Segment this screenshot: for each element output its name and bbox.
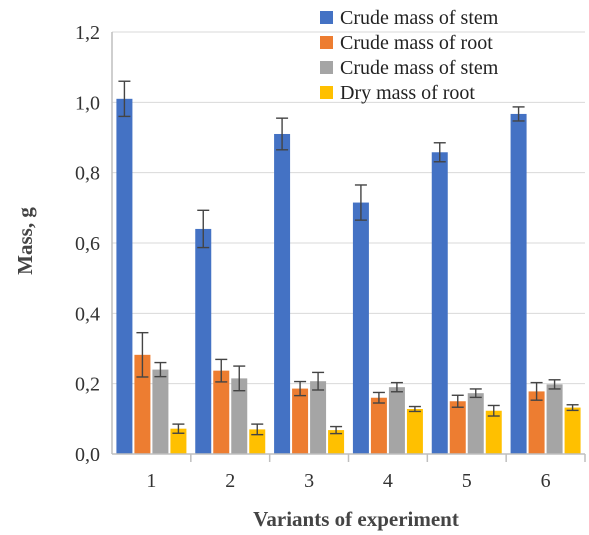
legend-swatch <box>320 61 333 74</box>
y-tick-labels: 0,0 0,2 0,4 0,6 0,8 1,0 1,2 <box>75 22 100 466</box>
error-bar <box>548 379 561 390</box>
error-bar <box>215 358 228 383</box>
legend-label: Crude mass of stem <box>340 7 499 29</box>
x-axis-title: Variants of experiment <box>253 507 459 531</box>
legend: Crude mass of stem Crude mass of root Crud… <box>320 7 499 104</box>
bar <box>564 407 581 454</box>
bar <box>370 397 387 454</box>
legend-swatch <box>320 11 333 24</box>
x-tick-label: 1 <box>146 470 156 492</box>
bar <box>388 387 405 454</box>
error-bar <box>566 404 579 412</box>
x-tick-label: 6 <box>541 470 551 492</box>
bar <box>467 393 484 454</box>
bar <box>406 408 423 454</box>
error-bar <box>136 331 149 378</box>
legend-label: Crude mass of stem <box>340 57 499 79</box>
error-bar <box>312 371 325 391</box>
bar <box>310 381 327 454</box>
error-bar <box>469 388 482 399</box>
bar <box>231 378 248 454</box>
error-bar <box>118 80 131 118</box>
legend-swatch <box>320 86 333 99</box>
error-bar <box>197 209 210 249</box>
legend-entry: Dry mass of root <box>320 82 475 104</box>
bar <box>134 354 151 454</box>
y-tick-label: 0,0 <box>75 444 100 466</box>
y-tick-label: 0,8 <box>75 163 100 185</box>
error-bar <box>530 381 543 401</box>
y-tick-label: 0,2 <box>75 374 100 396</box>
y-tick-label: 1,0 <box>75 92 100 114</box>
bar <box>249 429 266 454</box>
gridlines <box>112 31 585 385</box>
legend-entry: Crude mass of stem <box>320 7 499 29</box>
y-axis-title: Mass, g <box>13 207 37 275</box>
x-tick-label: 2 <box>225 470 235 492</box>
bar <box>449 401 466 454</box>
error-bar <box>408 405 421 413</box>
bar <box>528 391 545 454</box>
bar <box>116 98 133 455</box>
bar <box>195 228 212 454</box>
x-tick-label: 4 <box>383 470 393 492</box>
error-bar <box>390 381 403 393</box>
legend-label: Crude mass of root <box>340 32 493 54</box>
error-bar <box>276 117 289 151</box>
legend-swatch <box>320 36 333 49</box>
x-tick-labels: 1 2 3 4 5 6 <box>146 454 586 492</box>
bars <box>116 98 581 455</box>
bar <box>352 202 369 454</box>
y-tick-label: 1,2 <box>75 22 100 44</box>
bar <box>328 430 345 454</box>
y-tick-label: 0,4 <box>75 303 100 325</box>
error-bar <box>451 394 464 408</box>
legend-entry: Crude mass of root <box>320 32 493 54</box>
error-bar <box>154 361 167 378</box>
bar <box>431 152 448 454</box>
bar <box>485 410 502 454</box>
legend-entry: Crude mass of stem <box>320 57 499 79</box>
bar <box>152 369 169 454</box>
bar <box>292 388 309 454</box>
legend-label: Dry mass of root <box>340 82 475 104</box>
error-bar <box>512 106 525 122</box>
bar <box>510 113 527 455</box>
error-bar <box>172 423 185 434</box>
error-bar <box>233 365 246 392</box>
error-bar <box>354 184 367 221</box>
bar <box>170 428 187 454</box>
error-bar <box>294 380 307 397</box>
bar <box>274 133 291 454</box>
bar <box>213 370 230 454</box>
y-tick-label: 0,6 <box>75 233 100 255</box>
error-bar <box>372 391 385 404</box>
error-bars <box>118 80 579 436</box>
error-bar <box>433 142 446 163</box>
error-bar <box>251 423 264 436</box>
error-bar <box>487 404 500 417</box>
x-tick-label: 3 <box>304 470 314 492</box>
bar <box>546 384 563 454</box>
error-bar <box>330 425 343 435</box>
x-tick-label: 5 <box>462 470 472 492</box>
